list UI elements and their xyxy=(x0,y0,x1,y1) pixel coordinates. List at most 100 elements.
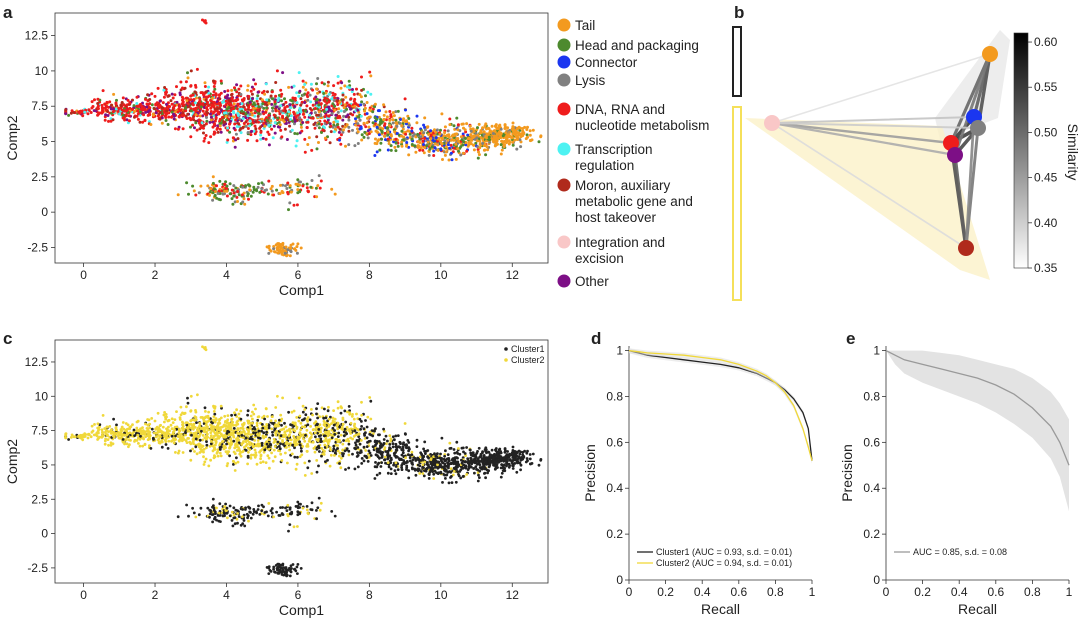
scatter-point-c xyxy=(387,465,391,469)
scatter-point-c xyxy=(265,440,268,444)
scatter-point-a xyxy=(322,110,326,113)
scatter-point-c xyxy=(219,416,223,420)
scatter-point-c xyxy=(332,423,336,427)
scatter-point-c xyxy=(253,448,257,452)
scatter-point-c xyxy=(300,449,303,453)
scatter-point-a xyxy=(427,133,431,136)
scatter-point-a xyxy=(235,83,239,87)
scatter-point-a xyxy=(329,130,333,134)
scatter-point-a xyxy=(276,99,280,102)
scatter-point-a xyxy=(165,102,168,106)
scatter-point-c xyxy=(104,437,107,441)
scatter-point-a xyxy=(119,104,123,108)
scatter-point-a xyxy=(209,106,213,110)
scatter-point-a xyxy=(360,138,364,142)
scatter-point-c xyxy=(108,425,112,428)
scatter-point-c xyxy=(360,457,364,460)
scatter-point-a xyxy=(234,118,238,122)
scatter-point-c xyxy=(256,433,259,436)
scatter-point-a xyxy=(270,90,274,94)
scatter-point-a xyxy=(306,98,310,102)
scatter-point-a xyxy=(242,197,246,201)
scatter-point-a xyxy=(106,114,110,117)
scatter-point-c xyxy=(167,419,171,422)
scatter-point-a xyxy=(416,132,420,136)
scatter-point-c xyxy=(267,456,271,460)
scatter-point-a xyxy=(464,143,468,147)
scatter-point-a xyxy=(295,91,299,95)
scatter-point-c xyxy=(172,441,176,445)
scatter-point-c xyxy=(259,449,263,452)
scatter-point-a xyxy=(355,87,358,91)
scatter-point-c xyxy=(233,469,237,472)
scatter-point-c xyxy=(400,453,404,457)
scatter-point-a xyxy=(198,97,202,101)
scatter-point-c xyxy=(374,427,377,431)
scatter-point-a xyxy=(131,98,134,102)
scatter-point-a xyxy=(232,184,236,188)
scatter-point-a xyxy=(288,254,292,258)
scatter-point-c xyxy=(221,440,225,443)
scatter-point-c xyxy=(219,404,223,408)
scatter-point-c xyxy=(341,448,345,452)
scatter-point-a xyxy=(526,135,529,139)
scatter-point-c xyxy=(184,431,187,435)
scatter-point-c xyxy=(185,405,188,409)
scatter-point-a xyxy=(368,108,372,112)
scatter-point-a xyxy=(199,105,203,109)
scatter-point-c xyxy=(325,432,328,436)
scatter-point-c xyxy=(136,436,140,440)
scatter-point-a xyxy=(168,105,172,108)
scatter-point-c xyxy=(265,442,269,446)
scatter-point-a xyxy=(373,141,377,145)
scatter-point-c xyxy=(328,464,332,468)
scatter-point-c xyxy=(284,451,287,455)
scatter-point-a xyxy=(216,124,220,128)
scatter-point-a xyxy=(391,121,395,125)
scatter-point-c xyxy=(115,431,118,435)
scatter-point-c xyxy=(203,460,207,464)
scatter-point-c xyxy=(332,409,335,412)
scatter-point-a xyxy=(315,195,319,199)
scatter-point-c xyxy=(293,429,297,433)
scatter-point-c xyxy=(205,440,208,443)
scatter-point-a xyxy=(313,107,317,110)
scatter-point-a xyxy=(511,140,515,144)
scatter-point-c xyxy=(330,433,333,437)
scatter-point-a xyxy=(338,115,342,119)
scatter-point-a xyxy=(112,92,116,96)
scatter-point-a xyxy=(279,118,282,122)
scatter-point-a xyxy=(114,107,118,111)
scatter-point-a xyxy=(320,81,324,85)
scatter-point-a xyxy=(189,107,193,111)
scatter-point-a xyxy=(239,84,243,88)
scatter-point-a xyxy=(336,81,340,85)
scatter-point-a xyxy=(347,125,351,129)
scatter-point-c xyxy=(347,449,351,453)
scatter-point-a xyxy=(278,125,282,129)
scatter-point-c xyxy=(336,444,339,447)
scatter-point-a xyxy=(298,106,302,110)
scatter-point-a xyxy=(474,141,478,145)
scatter-point-a xyxy=(457,139,461,143)
scatter-point-a xyxy=(211,198,215,202)
scatter-point-a xyxy=(251,121,255,125)
scatter-point-c xyxy=(301,445,305,448)
scatter-point-a xyxy=(157,104,161,108)
scatter-point-c xyxy=(287,434,291,438)
scatter-point-c xyxy=(201,438,205,442)
scatter-point-a xyxy=(248,124,252,128)
scatter-point-c xyxy=(185,441,189,444)
scatter-point-c xyxy=(296,455,299,459)
scatter-point-a xyxy=(203,136,207,140)
scatter-point-a xyxy=(358,93,362,97)
scatter-point-a xyxy=(250,92,254,96)
scatter-point-a xyxy=(194,121,198,125)
scatter-point-c xyxy=(336,400,340,404)
scatter-point-a xyxy=(265,106,269,110)
scatter-point-c xyxy=(369,454,373,457)
scatter-point-a xyxy=(267,244,271,248)
scatter-point-a xyxy=(332,120,336,124)
scatter-point-a xyxy=(360,88,364,92)
